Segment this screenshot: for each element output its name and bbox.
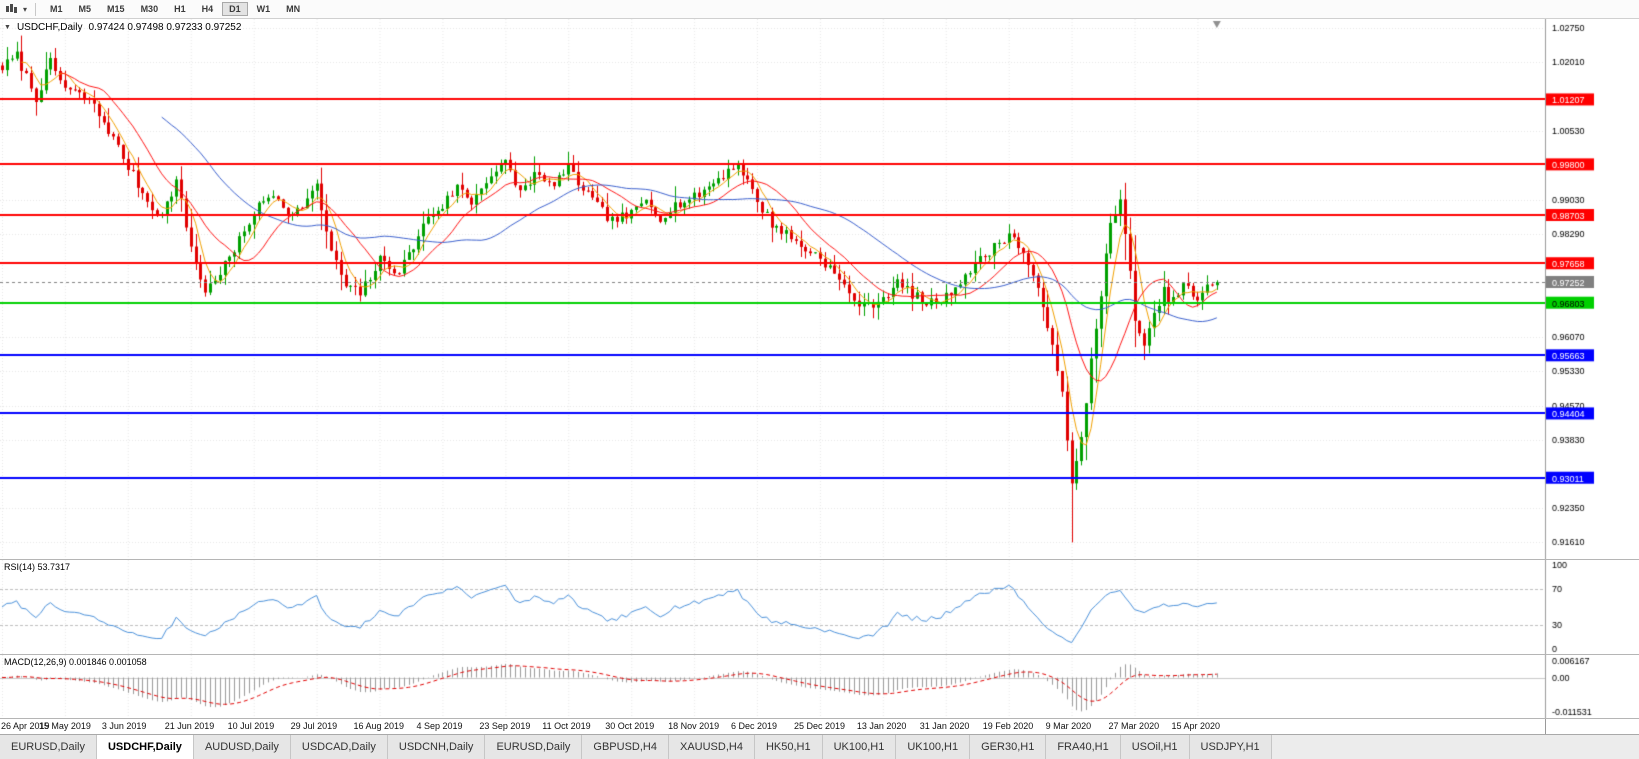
date-label: 29 Jul 2019: [290, 721, 338, 731]
timeframe-buttons: M1 M5 M15 M30 H1 H4 D1 W1 MN: [42, 2, 308, 16]
date-label: 15 Apr 2020: [1171, 721, 1221, 731]
date-label: 10 Jul 2019: [227, 721, 275, 731]
macd-panel: MACD(12,26,9) 0.001846 0.001058: [0, 654, 1639, 718]
date-label: 23 Sep 2019: [479, 721, 531, 731]
date-label: 26 Apr 2019: [1, 721, 50, 731]
timeframe-button-h1[interactable]: H1: [174, 4, 186, 14]
chart-symbol-label: USDCHF,Daily: [16, 22, 83, 33]
date-axis[interactable]: 26 Apr 2019 15 May 2019 3 Jun 2019 21 Jun 2…: [0, 718, 1639, 734]
rsi-label: RSI(14) 53.7317: [4, 562, 71, 572]
timeframe-button-m5[interactable]: M5: [78, 4, 92, 14]
timeframe-button-h4[interactable]: H4: [201, 4, 214, 14]
timeframe-button-m15[interactable]: M15: [107, 4, 125, 14]
date-label: 13 Jan 2020: [856, 721, 907, 731]
date-label: 21 Jun 2019: [164, 721, 215, 731]
date-label: 18 Nov 2019: [668, 721, 720, 731]
tab-usdjpy-h1[interactable]: USDJPY,H1: [1189, 735, 1272, 759]
rsi-canvas[interactable]: [0, 560, 1639, 654]
chart-type-icon[interactable]: [3, 2, 20, 17]
macd-canvas[interactable]: [0, 655, 1639, 718]
timeframe-button-w1[interactable]: W1: [256, 4, 271, 14]
tab-audusd-daily[interactable]: AUDUSD,Daily: [193, 735, 291, 759]
date-label: 6 Dec 2019: [731, 721, 778, 731]
date-label: 15 May 2019: [38, 721, 91, 731]
date-label: 19 Feb 2020: [982, 721, 1034, 731]
date-label: 9 Mar 2020: [1045, 721, 1092, 731]
date-label: 25 Dec 2019: [793, 721, 845, 731]
main-chart-panel: ▼ USDCHF,Daily 0.97424 0.97498 0.97233 0…: [0, 19, 1639, 559]
tab-gbpusd-h4[interactable]: GBPUSD,H4: [582, 735, 669, 759]
rsi-panel: RSI(14) 53.7317: [0, 559, 1639, 654]
candlestick-glyph: [6, 4, 17, 13]
macd-label: MACD(12,26,9) 0.001846 0.001058: [4, 657, 147, 667]
date-label: 4 Sep 2019: [416, 721, 463, 731]
date-label: 3 Jun 2019: [101, 721, 147, 731]
tab-eurusd-daily[interactable]: EURUSD,Daily: [0, 735, 97, 759]
date-label: 30 Oct 2019: [605, 721, 655, 731]
chart-title: ▼ USDCHF,Daily 0.97424 0.97498 0.97233 0…: [4, 22, 241, 33]
date-label: 27 Mar 2020: [1108, 721, 1160, 731]
tab-bar: EURUSD,Daily USDCHF,Daily AUDUSD,Daily USDC…: [0, 734, 1639, 759]
chart-ohlc-label: 0.97424 0.97498 0.97233 0.97252: [88, 22, 242, 33]
timeframe-toolbar: ▾ M1 M5 M15 M30 H1 H4 D1 W1 MN: [0, 0, 1639, 19]
tab-usoil-h1[interactable]: USOil,H1: [1120, 735, 1190, 759]
chart-type-dropdown-icon[interactable]: ▾: [23, 4, 28, 14]
timeframe-button-d1[interactable]: D1: [222, 2, 248, 16]
tab-hk50-h1[interactable]: HK50,H1: [754, 735, 823, 759]
tab-xauusd-h4[interactable]: XAUUSD,H4: [668, 735, 755, 759]
timeframe-button-mn[interactable]: MN: [286, 4, 301, 14]
chart-dropdown-icon[interactable]: ▼: [4, 24, 11, 31]
tab-usdchf-daily[interactable]: USDCHF,Daily: [96, 735, 194, 759]
tab-fra40-h1[interactable]: FRA40,H1: [1046, 735, 1121, 759]
axis-separator-line: [1545, 719, 1546, 734]
tab-eurusd-daily[interactable]: EURUSD,Daily: [485, 735, 583, 759]
tab-usdcad-daily[interactable]: USDCAD,Daily: [290, 735, 388, 759]
tab-uk100-h1[interactable]: UK100,H1: [822, 735, 897, 759]
tab-usdcnh-daily[interactable]: USDCNH,Daily: [387, 735, 486, 759]
date-label: 16 Aug 2019: [353, 721, 405, 731]
toolbar-separator: [35, 2, 37, 16]
date-label: 31 Jan 2020: [919, 721, 970, 731]
timeframe-button-m30[interactable]: M30: [140, 4, 159, 14]
main-chart-canvas[interactable]: [0, 19, 1639, 559]
date-label: 11 Oct 2019: [542, 721, 591, 731]
tab-ger30-h1[interactable]: GER30,H1: [970, 735, 1047, 759]
tab-uk100-h1[interactable]: UK100,H1: [896, 735, 971, 759]
timeframe-button-m1[interactable]: M1: [50, 4, 63, 14]
